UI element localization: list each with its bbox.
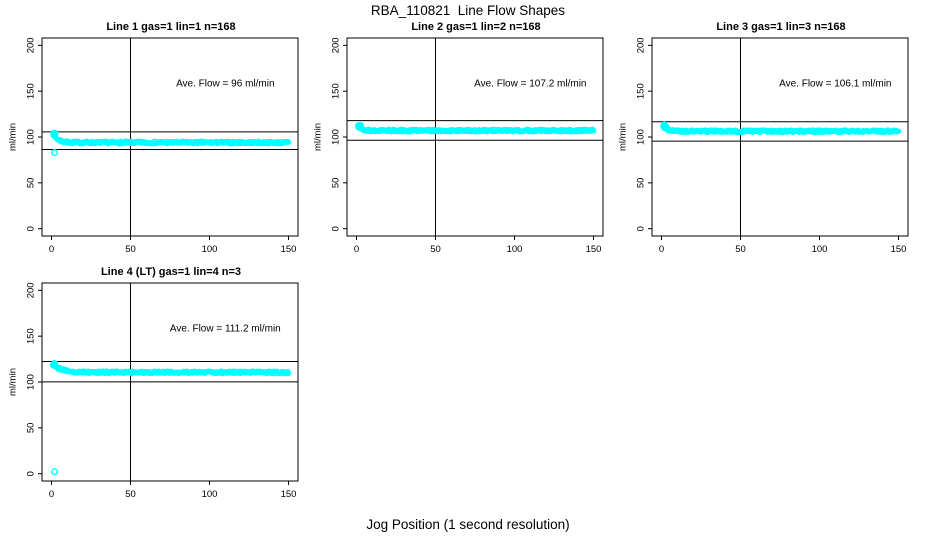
data-point (285, 139, 292, 145)
data-point (660, 122, 667, 130)
x-tick-label: 150 (281, 244, 297, 255)
empty-cell (612, 263, 917, 508)
y-tick-label: 100 (26, 129, 37, 145)
data-point (895, 128, 902, 135)
y-tick-label: 200 (26, 282, 37, 298)
x-tick-label: 50 (430, 244, 441, 255)
outlier-point (51, 468, 59, 476)
plot-area-line3: 0 50 100 150 200 ml/min 0 50 100 150 Ave. Flow = 1… (618, 37, 909, 255)
x-tick-label: 100 (507, 244, 523, 255)
data-point (51, 130, 59, 138)
plot-area-line4: 0 50 100 150 200 ml/min 0 50 100 150 Ave. Flow = 1… (8, 282, 299, 500)
plot-box (346, 37, 604, 237)
subplot-title-line4: Line 4 (LT) gas=1 lin=4 n=3 (100, 266, 242, 278)
data-point (50, 129, 58, 137)
y-tick-label: 150 (636, 83, 647, 99)
x-axis-label: Jog Position (1 second resolution) (366, 517, 570, 532)
x-tick-label: 150 (891, 244, 907, 255)
y-tick-label: 50 (331, 178, 342, 189)
plot-area-line1: 0 50 100 150 200 ml/min 0 50 100 150 Ave. Flow = 9… (8, 37, 299, 255)
subplot-line1: Line 1 gas=1 lin=1 n=168 0 50 100 150 200 ml/… (2, 18, 307, 263)
y-axis-title: ml/min (8, 368, 19, 396)
data-point (356, 124, 363, 131)
x-tick-label: 50 (125, 489, 136, 500)
main-title: RBA_110821 Line Flow Shapes (370, 3, 566, 18)
y-tick-label: 50 (26, 423, 37, 434)
y-tick-label: 150 (331, 83, 342, 99)
y-tick-label: 150 (26, 83, 37, 99)
y-tick-label: 0 (331, 226, 342, 231)
plot-box (41, 37, 299, 237)
x-tick-label: 50 (125, 244, 136, 255)
plot-box (651, 37, 909, 237)
x-tick-label: 100 (202, 489, 218, 500)
subplot-line3: Line 3 gas=1 lin=3 n=168 0 50 100 150 200 ml/… (612, 18, 917, 263)
plot-area-line2: 0 50 100 150 200 ml/min 0 50 100 150 Ave. Flow = 1… (313, 37, 604, 255)
y-tick-label: 50 (636, 178, 647, 189)
data-point (285, 370, 292, 377)
x-tick-label: 0 (49, 489, 54, 500)
subplot-line2: Line 2 gas=1 lin=2 n=168 0 50 100 150 200 ml/… (307, 18, 612, 263)
x-tick-label: 150 (586, 244, 602, 255)
data-point (590, 127, 597, 134)
x-tick-label: 0 (49, 244, 54, 255)
y-axis-title: ml/min (8, 123, 19, 151)
x-tick-label: 150 (281, 489, 297, 500)
y-tick-label: 200 (331, 37, 342, 53)
y-tick-label: 0 (636, 226, 647, 231)
y-tick-label: 50 (26, 178, 37, 189)
y-tick-label: 150 (26, 328, 37, 344)
y-axis-title: ml/min (618, 123, 629, 151)
x-tick-label: 100 (812, 244, 828, 255)
y-tick-label: 200 (636, 37, 647, 53)
x-tick-label: 100 (202, 244, 218, 255)
y-tick-label: 200 (26, 37, 37, 53)
y-tick-label: 100 (26, 374, 37, 390)
subplot-title-line2: Line 2 gas=1 lin=2 n=168 (411, 21, 541, 33)
x-tick-label: 0 (354, 244, 359, 255)
y-tick-label: 100 (331, 129, 342, 145)
empty-cell (307, 263, 612, 508)
x-tick-label: 50 (735, 244, 746, 255)
plots-grid: Line 1 gas=1 lin=1 n=168 0 50 100 150 200 ml/… (2, 18, 917, 508)
subplot-title-line3: Line 3 gas=1 lin=3 n=168 (716, 21, 846, 33)
outlier-point (51, 149, 59, 157)
y-tick-label: 0 (26, 226, 37, 231)
ave-flow-annotation: Ave. Flow = 106.1 ml/min (779, 79, 891, 90)
y-tick-label: 100 (636, 129, 647, 145)
subplot-title-line1: Line 1 gas=1 lin=1 n=168 (106, 21, 236, 33)
ave-flow-annotation: Ave. Flow = 107.2 ml/min (474, 79, 586, 90)
ave-flow-annotation: Ave. Flow = 111.2 ml/min (170, 324, 281, 335)
ave-flow-annotation: Ave. Flow = 96 ml/min (176, 79, 274, 90)
y-tick-label: 0 (26, 471, 37, 476)
y-axis-title: ml/min (313, 123, 324, 151)
subplot-line4: Line 4 (LT) gas=1 lin=4 n=3 0 50 100 150 200… (2, 263, 307, 508)
x-tick-label: 0 (659, 244, 664, 255)
data-point (51, 361, 58, 369)
